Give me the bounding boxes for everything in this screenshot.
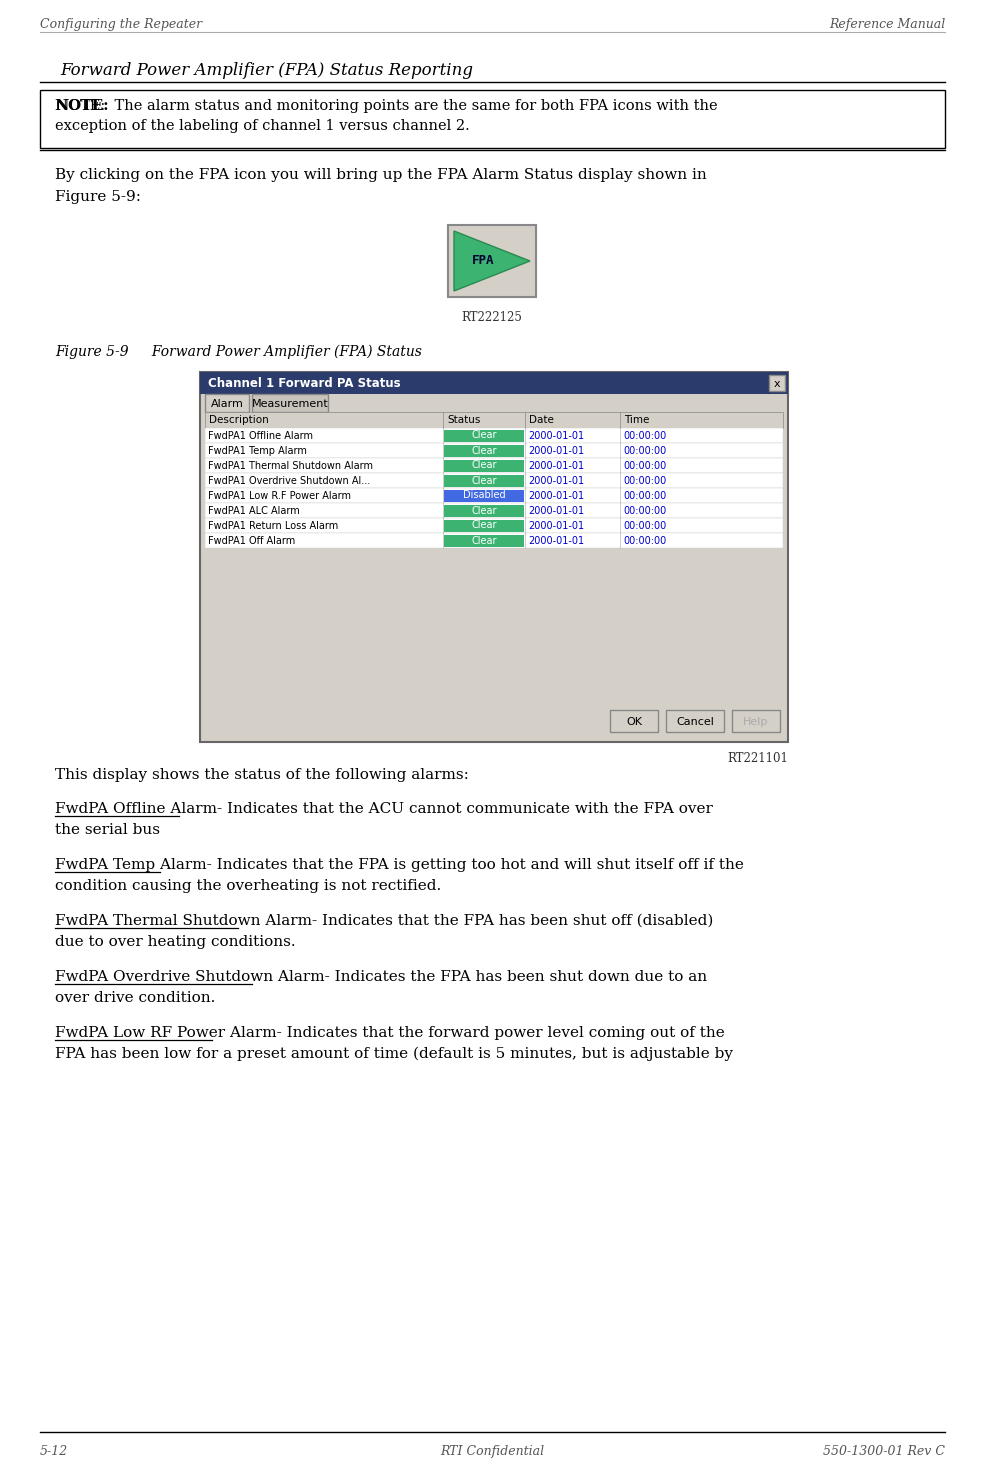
FancyBboxPatch shape [40,89,945,148]
Text: FwdPA1 Thermal Shutdown Alarm: FwdPA1 Thermal Shutdown Alarm [208,461,373,472]
FancyBboxPatch shape [200,372,788,741]
Text: NOTE:: NOTE: [55,100,108,113]
FancyBboxPatch shape [444,535,524,546]
Text: FPA has been low for a preset amount of time (default is 5 minutes, but is adjus: FPA has been low for a preset amount of … [55,1047,733,1061]
Text: OK: OK [626,716,642,727]
FancyBboxPatch shape [205,488,783,502]
FancyBboxPatch shape [252,394,328,412]
Text: By clicking on the FPA icon you will bring up the FPA Alarm Status display shown: By clicking on the FPA icon you will bri… [55,168,707,182]
Text: 00:00:00: 00:00:00 [623,522,666,530]
FancyBboxPatch shape [205,533,783,548]
Text: 00:00:00: 00:00:00 [623,491,666,501]
FancyBboxPatch shape [666,711,724,732]
Polygon shape [454,231,530,292]
FancyBboxPatch shape [610,711,658,732]
Text: 2000-01-01: 2000-01-01 [528,536,584,546]
Text: x: x [773,379,780,390]
Text: FwdPA Temp Alarm- Indicates that the FPA is getting too hot and will shut itself: FwdPA Temp Alarm- Indicates that the FPA… [55,858,744,872]
Text: 2000-01-01: 2000-01-01 [528,431,584,441]
FancyBboxPatch shape [200,372,788,394]
FancyBboxPatch shape [444,460,524,472]
FancyBboxPatch shape [448,226,536,297]
FancyBboxPatch shape [444,445,524,457]
Text: Description: Description [209,415,269,425]
FancyBboxPatch shape [205,459,783,473]
Text: 00:00:00: 00:00:00 [623,445,666,456]
Text: FwdPA Thermal Shutdown Alarm- Indicates that the FPA has been shut off (disabled: FwdPA Thermal Shutdown Alarm- Indicates … [55,914,713,927]
Text: FwdPA Offline Alarm- Indicates that the ACU cannot communicate with the FPA over: FwdPA Offline Alarm- Indicates that the … [55,801,713,816]
FancyBboxPatch shape [444,431,524,442]
Text: the serial bus: the serial bus [55,823,160,837]
Text: Status: Status [447,415,481,425]
Text: 2000-01-01: 2000-01-01 [528,522,584,530]
Text: FwdPA1 Temp Alarm: FwdPA1 Temp Alarm [208,445,307,456]
FancyBboxPatch shape [732,711,780,732]
Text: 2000-01-01: 2000-01-01 [528,461,584,472]
Text: Cancel: Cancel [676,716,714,727]
Text: RTI Confidential: RTI Confidential [440,1444,544,1458]
FancyBboxPatch shape [205,442,783,459]
Text: exception of the labeling of channel 1 versus channel 2.: exception of the labeling of channel 1 v… [55,119,470,133]
Text: 2000-01-01: 2000-01-01 [528,445,584,456]
Text: 550-1300-01 Rev C: 550-1300-01 Rev C [823,1444,945,1458]
Text: FwdPA1 Return Loss Alarm: FwdPA1 Return Loss Alarm [208,522,338,530]
Text: 00:00:00: 00:00:00 [623,505,666,516]
Text: NOTE:  The alarm status and monitoring points are the same for both FPA icons wi: NOTE: The alarm status and monitoring po… [55,100,718,113]
FancyBboxPatch shape [205,519,783,533]
FancyBboxPatch shape [769,375,785,391]
FancyBboxPatch shape [444,520,524,532]
Text: FPA: FPA [472,255,494,268]
Text: 00:00:00: 00:00:00 [623,431,666,441]
Text: Configuring the Repeater: Configuring the Repeater [40,18,202,31]
FancyBboxPatch shape [205,394,249,412]
Text: 2000-01-01: 2000-01-01 [528,476,584,486]
Text: FwdPA1 Off Alarm: FwdPA1 Off Alarm [208,536,296,546]
Text: Clear: Clear [471,520,496,530]
Text: 5-12: 5-12 [40,1444,68,1458]
Text: FwdPA1 Overdrive Shutdown Al...: FwdPA1 Overdrive Shutdown Al... [208,476,370,486]
Text: Time: Time [624,415,649,425]
Text: 2000-01-01: 2000-01-01 [528,491,584,501]
Text: FwdPA Low RF Power Alarm- Indicates that the forward power level coming out of t: FwdPA Low RF Power Alarm- Indicates that… [55,1026,725,1040]
Text: Reference Manual: Reference Manual [828,18,945,31]
Text: FwdPA1 ALC Alarm: FwdPA1 ALC Alarm [208,505,299,516]
Text: Help: Help [744,716,768,727]
Text: Forward Power Amplifier (FPA) Status: Forward Power Amplifier (FPA) Status [130,344,422,359]
FancyBboxPatch shape [444,505,524,517]
Text: Forward Power Amplifier (FPA) Status Reporting: Forward Power Amplifier (FPA) Status Rep… [60,62,473,79]
Text: Clear: Clear [471,460,496,470]
FancyBboxPatch shape [205,412,783,428]
Text: Clear: Clear [471,445,496,456]
Text: due to over heating conditions.: due to over heating conditions. [55,935,296,949]
Text: 00:00:00: 00:00:00 [623,536,666,546]
Text: condition causing the overheating is not rectified.: condition causing the overheating is not… [55,879,441,894]
Text: over drive condition.: over drive condition. [55,990,216,1005]
Text: 00:00:00: 00:00:00 [623,476,666,486]
Text: Clear: Clear [471,505,496,516]
Text: 00:00:00: 00:00:00 [623,461,666,472]
Text: RT221101: RT221101 [727,752,788,765]
Text: RT222125: RT222125 [462,311,522,324]
Text: Alarm: Alarm [211,398,243,409]
Text: Clear: Clear [471,431,496,441]
FancyBboxPatch shape [205,428,783,442]
Text: This display shows the status of the following alarms:: This display shows the status of the fol… [55,768,469,782]
Text: Figure 5-9: Figure 5-9 [55,344,129,359]
Text: 2000-01-01: 2000-01-01 [528,505,584,516]
Text: Figure 5-9:: Figure 5-9: [55,190,141,204]
Text: Clear: Clear [471,476,496,485]
Text: Date: Date [529,415,554,425]
Text: Clear: Clear [471,536,496,545]
FancyBboxPatch shape [205,473,783,488]
Text: FwdPA1 Low R.F Power Alarm: FwdPA1 Low R.F Power Alarm [208,491,351,501]
Text: FwdPA Overdrive Shutdown Alarm- Indicates the FPA has been shut down due to an: FwdPA Overdrive Shutdown Alarm- Indicate… [55,970,707,984]
Text: Channel 1 Forward PA Status: Channel 1 Forward PA Status [208,377,401,390]
Text: Disabled: Disabled [463,491,505,501]
FancyBboxPatch shape [444,475,524,486]
FancyBboxPatch shape [444,489,524,502]
FancyBboxPatch shape [205,502,783,519]
Text: FwdPA1 Offline Alarm: FwdPA1 Offline Alarm [208,431,313,441]
Text: Measurement: Measurement [251,398,328,409]
